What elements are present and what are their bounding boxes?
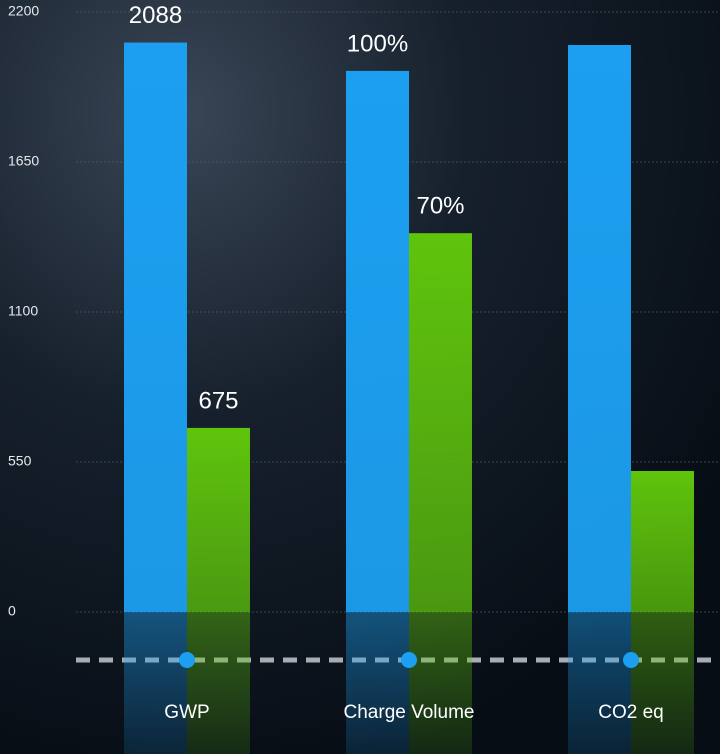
bar xyxy=(568,45,631,612)
bar-reflection xyxy=(631,612,694,754)
data-label: 70% xyxy=(416,193,464,220)
bar xyxy=(187,427,250,612)
y-tick-label: 1650 xyxy=(8,153,39,169)
bar xyxy=(409,233,472,612)
y-tick-label: 2200 xyxy=(8,3,39,19)
axis-dot xyxy=(623,652,639,668)
data-label: 675 xyxy=(198,387,238,414)
x-tick-label: GWP xyxy=(164,702,209,723)
y-tick-label: 0 xyxy=(8,603,16,619)
x-tick-label: CO2 eq xyxy=(598,702,663,723)
axis-dot xyxy=(401,652,417,668)
bar-reflection xyxy=(346,612,409,754)
bar xyxy=(631,471,694,612)
y-tick-label: 1100 xyxy=(8,303,38,319)
bar xyxy=(124,42,187,612)
bar-reflection xyxy=(187,612,250,754)
data-label: 100% xyxy=(347,30,408,57)
x-tick-label: Charge Volume xyxy=(344,702,475,723)
bar xyxy=(346,70,409,613)
data-label: 2088 xyxy=(129,2,182,29)
y-tick-label: 550 xyxy=(8,453,32,469)
bar-reflection xyxy=(409,612,472,754)
bar-reflection xyxy=(124,612,187,754)
bar-reflection xyxy=(568,612,631,754)
axis-dot xyxy=(179,652,195,668)
